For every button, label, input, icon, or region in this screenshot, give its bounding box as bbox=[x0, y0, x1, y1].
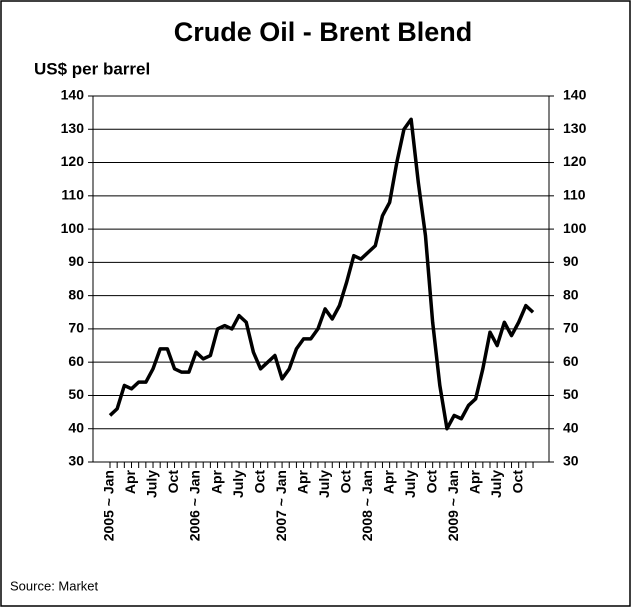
x-tick-label: Oct bbox=[423, 470, 439, 494]
y-tick-label: 40 bbox=[68, 419, 84, 435]
y2-tick-label: 70 bbox=[563, 320, 579, 336]
y-tick-label: 30 bbox=[68, 453, 84, 469]
x-tick-label: Apr bbox=[380, 469, 396, 494]
y2-tick-label: 80 bbox=[563, 286, 579, 302]
x-tick-label: 2009 ~ Jan bbox=[445, 470, 461, 541]
x-tick-label: July bbox=[488, 470, 504, 498]
x-tick-label: Apr bbox=[294, 469, 310, 494]
y-tick-label: 120 bbox=[61, 153, 85, 169]
y-tick-label: 110 bbox=[61, 187, 84, 203]
x-tick-label: July bbox=[316, 470, 332, 498]
y-tick-label: 140 bbox=[61, 87, 85, 103]
price-line bbox=[108, 117, 535, 431]
x-tick-label: Oct bbox=[509, 470, 525, 494]
x-tick-label: Apr bbox=[208, 469, 224, 494]
y2-tick-label: 50 bbox=[563, 386, 579, 402]
y2-tick-label: 140 bbox=[563, 87, 587, 103]
x-tick-label: July bbox=[402, 470, 418, 498]
y2-tick-label: 30 bbox=[563, 453, 579, 469]
y2-tick-label: 120 bbox=[563, 153, 587, 169]
y2-tick-label: 110 bbox=[563, 187, 586, 203]
x-tick-label: Apr bbox=[466, 469, 482, 494]
x-tick-label: 2006 ~ Jan bbox=[187, 470, 203, 541]
y-axis-label: US$ per barrel bbox=[34, 59, 150, 78]
y2-tick-label: 60 bbox=[563, 353, 579, 369]
x-tick-label: July bbox=[230, 470, 246, 498]
x-tick-label: 2007 ~ Jan bbox=[273, 470, 289, 541]
y2-tick-label: 100 bbox=[563, 220, 587, 236]
chart-title: Crude Oil - Brent Blend bbox=[174, 17, 473, 47]
x-tick-label: Oct bbox=[165, 470, 181, 494]
x-tick-label: 2008 ~ Jan bbox=[359, 470, 375, 541]
y-tick-label: 80 bbox=[68, 286, 84, 302]
x-tick-label: Oct bbox=[251, 470, 267, 494]
y-tick-label: 90 bbox=[68, 253, 84, 269]
x-tick-label: Apr bbox=[122, 469, 138, 494]
x-tick-label: 2005 ~ Jan bbox=[101, 470, 117, 541]
source: Source: Market bbox=[10, 578, 99, 593]
y-tick-label: 70 bbox=[68, 320, 84, 336]
y-tick-label: 50 bbox=[68, 386, 84, 402]
y-tick-label: 100 bbox=[61, 220, 85, 236]
x-tick-label: Oct bbox=[337, 470, 353, 494]
y-tick-label: 60 bbox=[68, 353, 84, 369]
x-tick-label: July bbox=[144, 470, 160, 498]
y2-tick-label: 90 bbox=[563, 253, 579, 269]
y2-tick-label: 40 bbox=[563, 419, 579, 435]
y-tick-label: 130 bbox=[61, 120, 85, 136]
y2-tick-label: 130 bbox=[563, 120, 587, 136]
